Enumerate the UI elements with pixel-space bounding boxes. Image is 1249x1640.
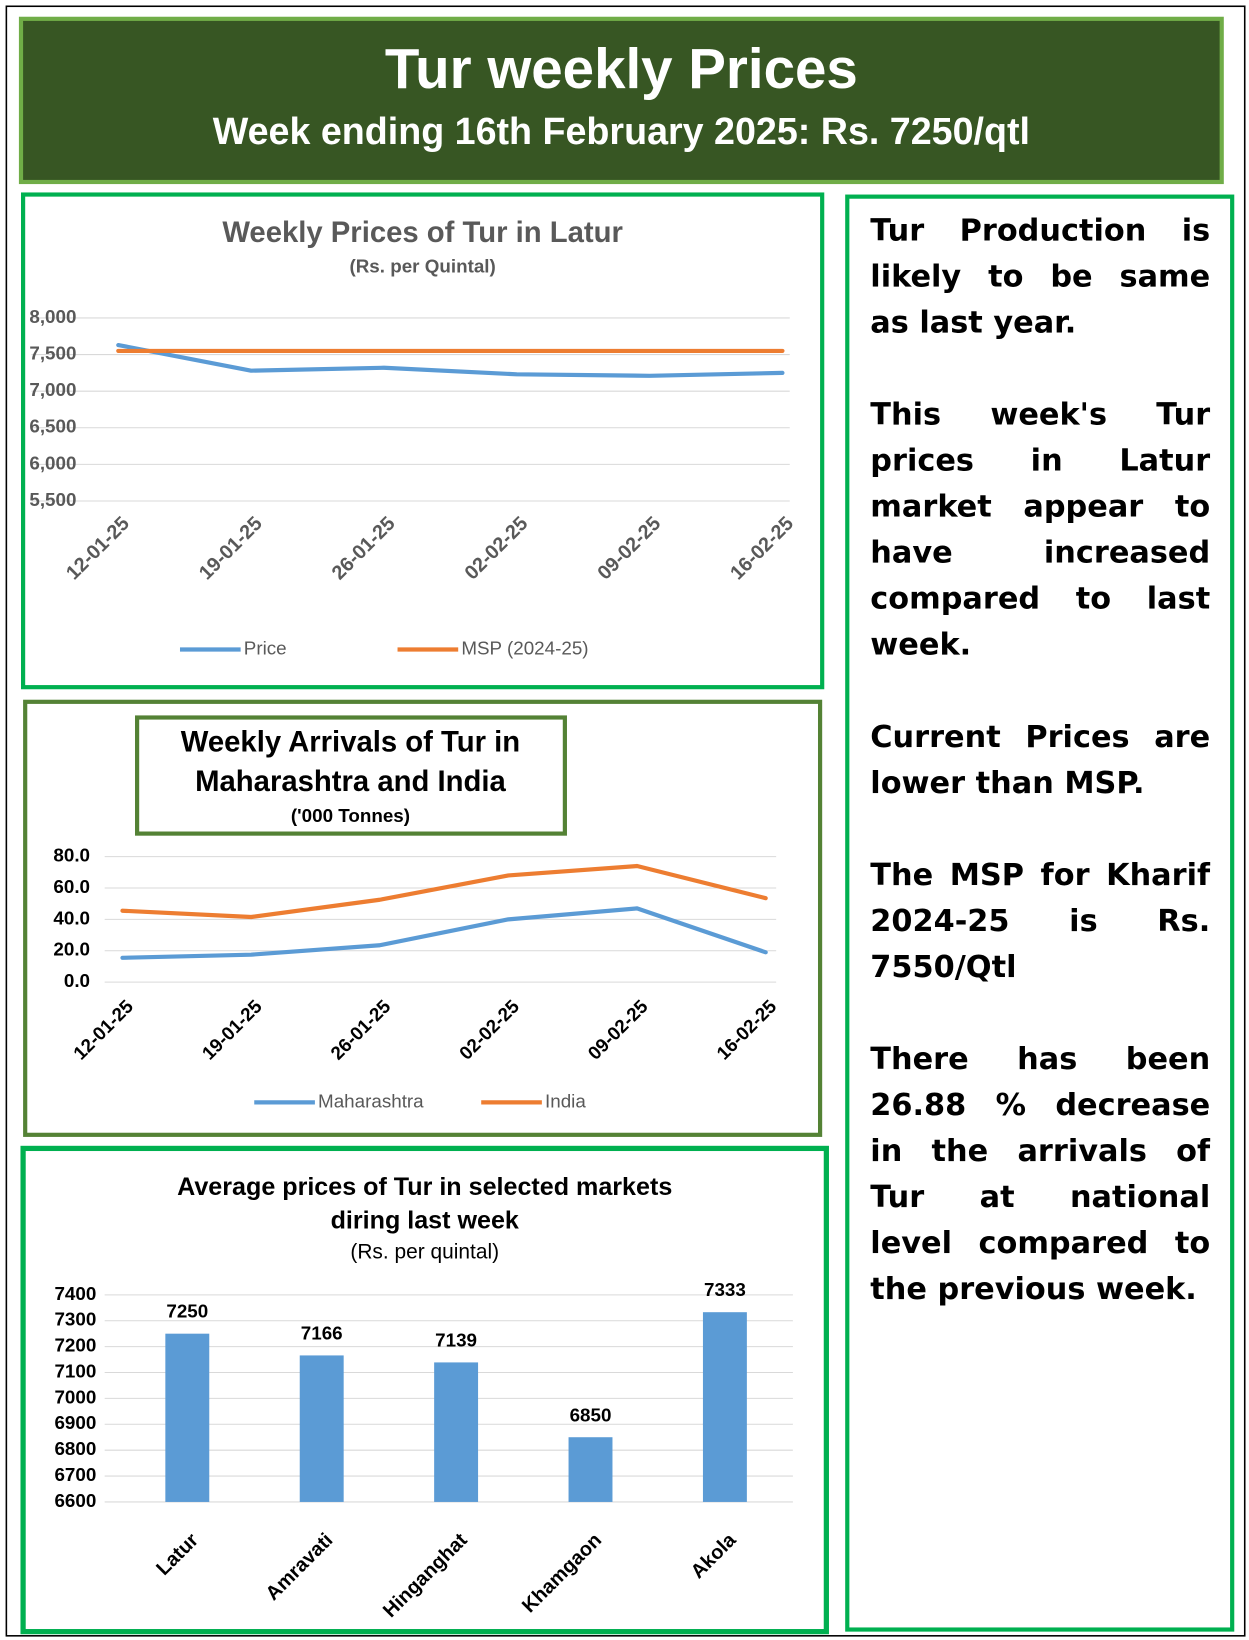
y-tick-label: 7200	[54, 1335, 96, 1356]
bar	[299, 1355, 344, 1502]
series-line	[120, 906, 768, 960]
y-tick-label: 6600	[54, 1490, 96, 1511]
y-tick-label: 7,000	[29, 379, 76, 400]
bar	[568, 1437, 613, 1502]
notes-frame	[845, 194, 1235, 1632]
chart-title: Average prices of Tur in selected market…	[177, 1173, 672, 1201]
legend-label: Price	[244, 637, 287, 658]
chart-title: diring last week	[331, 1206, 519, 1234]
chart-subtitle: (Rs. per Quintal)	[349, 256, 495, 277]
data-label: 7166	[301, 1322, 343, 1343]
y-tick-label: 60.0	[53, 876, 90, 897]
note: This week's Tur prices in Latur market a…	[870, 396, 1211, 663]
chart-subtitle: (Rs. per quintal)	[350, 1241, 499, 1264]
legend-label: Maharashtra	[318, 1090, 424, 1111]
y-tick-label: 7,500	[29, 343, 76, 364]
legend-label: India	[545, 1090, 586, 1111]
chart-subtitle: ('000 Tonnes)	[291, 805, 410, 826]
chart-title: Weekly Arrivals of Tur in	[181, 725, 520, 758]
legend-label: MSP (2024-25)	[461, 637, 588, 658]
y-tick-label: 7300	[54, 1309, 96, 1330]
y-tick-label: 40.0	[53, 907, 90, 928]
title-box	[135, 715, 567, 836]
y-tick-label: 6,000	[29, 452, 76, 473]
y-tick-label: 0.0	[64, 970, 90, 991]
outer-border	[5, 5, 1246, 1637]
y-tick-label: 7000	[54, 1386, 96, 1407]
data-label: 7250	[166, 1301, 208, 1322]
notes-box: Tur Production is likely to be same as l…	[870, 207, 1210, 1311]
y-tick-label: 7100	[54, 1360, 96, 1381]
chart-frame	[21, 192, 825, 690]
y-tick-label: 6900	[54, 1412, 96, 1433]
data-label: 7139	[435, 1329, 477, 1350]
y-tick-label: 8,000	[29, 306, 76, 327]
header-subtitle: Week ending 16th February 2025: Rs. 7250…	[213, 110, 1030, 152]
note: The MSP for Kharif 2024-25 is Rs. 7550/Q…	[870, 856, 1211, 985]
data-label: 7333	[704, 1279, 746, 1300]
y-tick-label: 7400	[54, 1283, 96, 1304]
y-tick-label: 6,500	[29, 416, 76, 437]
bar	[702, 1312, 747, 1502]
series-line	[120, 863, 768, 920]
chart-title: Maharashtra and India	[195, 765, 506, 798]
bar	[434, 1362, 479, 1502]
note: Tur Production is likely to be same as l…	[870, 212, 1211, 340]
y-tick-label: 5,500	[29, 489, 76, 510]
y-tick-label: 20.0	[53, 939, 90, 960]
series-line	[116, 342, 785, 378]
note: Current Prices are lower than MSP.	[870, 718, 1211, 801]
header-title: Tur weekly Prices	[385, 37, 858, 100]
chart-title: Weekly Prices of Tur in Latur	[222, 216, 623, 249]
y-tick-label: 80.0	[53, 845, 90, 866]
data-label: 6850	[570, 1404, 612, 1425]
bar	[165, 1333, 210, 1502]
y-tick-label: 6800	[54, 1438, 96, 1459]
header-banner	[18, 16, 1224, 185]
chart-frame	[20, 1145, 829, 1635]
note: There has been 26.88 % decrease in the a…	[870, 1040, 1211, 1307]
y-tick-label: 6700	[54, 1464, 96, 1485]
notes: Tur Production is likely to be same as l…	[870, 207, 1210, 1311]
